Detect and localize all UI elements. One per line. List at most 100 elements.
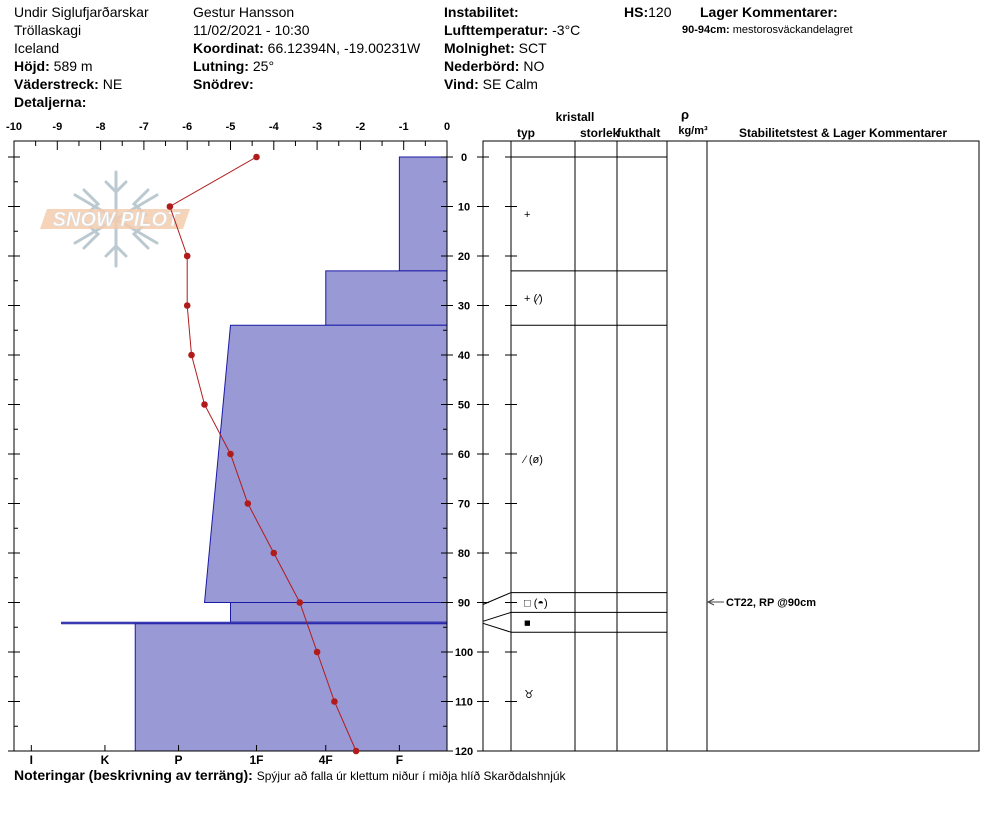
depth-tick-label: 90 (458, 598, 470, 610)
depth-tick-label: 40 (458, 350, 470, 362)
temperature-point (166, 203, 174, 210)
temperature-point (183, 252, 191, 260)
header-moisture: fukthalt (617, 126, 660, 140)
depth-tick-label: 100 (455, 647, 473, 659)
temperature-tick-label: -4 (269, 121, 280, 133)
hardness-profile (61, 156, 448, 752)
wind-value: SE Calm (482, 76, 538, 92)
depth-tick-label: 30 (458, 301, 470, 313)
instability-label: Instabilitet: (444, 4, 519, 20)
hardness-layer (398, 156, 448, 272)
depth-tick-label: 10 (458, 202, 470, 214)
country: Iceland (14, 40, 60, 56)
temperature-tick-label: -6 (182, 121, 192, 133)
layer-table-frame (482, 140, 980, 752)
mountain-range: Tröllaskagi (14, 22, 82, 38)
temperature-point (270, 549, 278, 557)
depth-tick-label: 80 (458, 548, 470, 560)
temperature-point (188, 351, 195, 359)
temperature-point (253, 153, 260, 161)
hs-label: HS: (624, 4, 649, 20)
depth-tick-label: 60 (458, 449, 470, 461)
elevation-value: 589 m (53, 58, 93, 74)
header-density-symbol: ρ (681, 107, 689, 122)
test-arrow-head (706, 598, 715, 606)
snow-height: HS:120 (624, 4, 671, 20)
temperature-profile (166, 153, 360, 755)
coordinates: Koordinat: 66.12394N, -19.00231W (193, 40, 420, 56)
precip-value: NO (523, 58, 545, 74)
hardness-layer (325, 270, 448, 326)
observation-datetime: 11/02/2021 - 10:30 (193, 22, 310, 38)
layer-comment-text: mestorosväckandelagret (732, 24, 853, 36)
test-result-text: CT22, RP @90cm (726, 597, 816, 609)
grain-symbol: + (⁄) (524, 293, 543, 305)
notes: Noteringar (beskrivning av terräng): Spý… (14, 767, 566, 784)
temperature-tick-label: 0 (444, 121, 450, 133)
slope: Lutning: 25° (193, 58, 274, 74)
elevation: Höjd: 589 m (14, 58, 93, 74)
temperature-point (313, 648, 321, 656)
temperature-tick-label: -1 (399, 121, 409, 133)
layer-connector (482, 611, 512, 622)
location-name: Undir Siglufjarðarskar (14, 4, 149, 20)
depth-tick-label: 120 (455, 746, 473, 758)
temperature-point (201, 401, 208, 408)
hardness-tick-label: 1F (249, 753, 263, 767)
drift-label: Snödrev: (193, 76, 254, 92)
precip-label: Nederbörd: (444, 58, 520, 74)
grain-symbol: + (524, 209, 530, 221)
grain-symbol: ■ (524, 617, 531, 629)
instability: Instabilitet: (444, 4, 519, 20)
aspect: Väderstreck: NE (14, 76, 122, 92)
header-crystal: kristall (556, 110, 595, 124)
aspect-value: NE (102, 76, 123, 92)
coord-label: Koordinat: (193, 40, 264, 56)
hardness-tick-label: 4F (319, 753, 333, 767)
logo-banner (40, 209, 190, 229)
layer-boundaries (482, 156, 667, 633)
temperature-point (352, 747, 360, 755)
layer-connector (482, 622, 512, 633)
hardness-tick-label: F (396, 753, 403, 767)
precipitation: Nederbörd: NO (444, 58, 544, 74)
temperature-tick-label: -2 (356, 121, 366, 133)
hardness-tick-label: K (101, 753, 110, 767)
hardness-tick-label: P (175, 753, 183, 767)
layer-comments-label: Lager Kommentarer: (700, 4, 838, 20)
temperature-tick-label: -8 (96, 121, 106, 133)
temperature-point (331, 698, 338, 705)
depth-tick-label: 110 (455, 697, 473, 709)
drift: Snödrev: (193, 76, 254, 92)
observer-name: Gestur Hansson (193, 4, 295, 20)
depth-tick-label: 70 (458, 499, 470, 511)
layer-comment: 90-94cm: mestorosväckandelagret (682, 24, 853, 37)
notes-text: Spýjur að falla úr klettum niður í miðja… (256, 769, 566, 783)
hardness-layer (203, 324, 448, 603)
coord-value: 66.12394N, -19.00231W (267, 40, 421, 56)
wind-label: Vind: (444, 76, 479, 92)
airtemp-value: -3°C (552, 22, 581, 38)
wind: Vind: SE Calm (444, 76, 538, 92)
layer-comment-range: 90-94cm: (682, 24, 730, 36)
sky-value: SCT (518, 40, 547, 56)
sky-label: Molnighet: (444, 40, 515, 56)
temperature-tick-label: -3 (312, 121, 322, 133)
temperature-point (296, 599, 304, 606)
layer-table (482, 140, 980, 752)
grain-symbol: □ (◓) (524, 598, 548, 610)
slope-label: Lutning: (193, 58, 249, 74)
grain-symbols: + + (⁄) ⁄ (ø) □ (◓) ■ ♉ (521, 209, 548, 701)
temperature-point (227, 450, 234, 458)
details-label: Detaljerna: (14, 94, 87, 110)
depth-tick-label: 50 (458, 400, 470, 412)
depth-tick-label: 20 (458, 251, 470, 263)
header-stability: Stabilitetstest & Lager Kommentarer (739, 126, 947, 140)
temperature-axis: -10 -9 -8 -7 -6 -5 -4 -3 -2 -1 0 (6, 121, 450, 150)
depth-tick-label: 0 (461, 152, 467, 164)
header-type: typ (517, 126, 535, 140)
temperature-point (183, 302, 191, 309)
temperature-tick-label: -9 (52, 121, 62, 133)
elevation-label: Höjd: (14, 58, 50, 74)
